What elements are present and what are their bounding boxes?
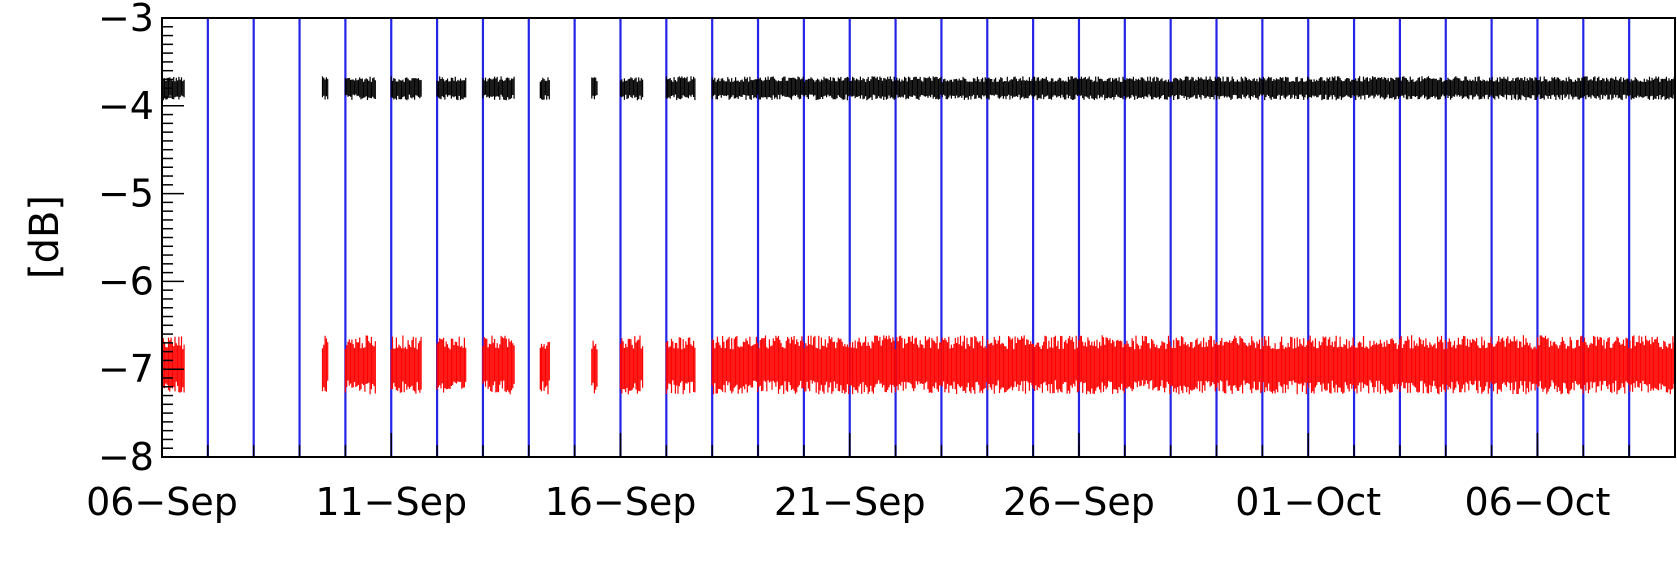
series-1 [161,335,1675,395]
series-trace [161,76,1675,101]
series-trace [161,335,1675,395]
x-tick-label: 06−Sep [86,480,238,524]
y-tick-label: −3 [98,0,154,40]
x-tick-label: 11−Sep [315,480,467,524]
series-0 [161,76,1675,101]
y-tick-label: −6 [98,259,154,303]
x-tick-label: 01−Oct [1235,480,1381,524]
x-tick-label: 21−Sep [774,480,926,524]
x-axis: 06−Sep 11−Sep 16−Sep 21−Sep 26−Sep 01−Oct 06−O… [86,433,1676,524]
x-tick-label: 06−Oct [1465,480,1611,524]
y-tick-label: −4 [98,84,154,128]
x-tick-label: 16−Sep [545,480,697,524]
y-tick-label: −7 [98,347,154,391]
y-axis-label: [dB] [22,195,68,279]
y-tick-label: −5 [98,172,154,216]
y-axis: −8 −7 −6 −5 −4 −3 [98,0,184,479]
y-tick-label: −8 [98,435,154,479]
x-tick-label: 26−Sep [1003,480,1155,524]
data-series [161,76,1675,395]
